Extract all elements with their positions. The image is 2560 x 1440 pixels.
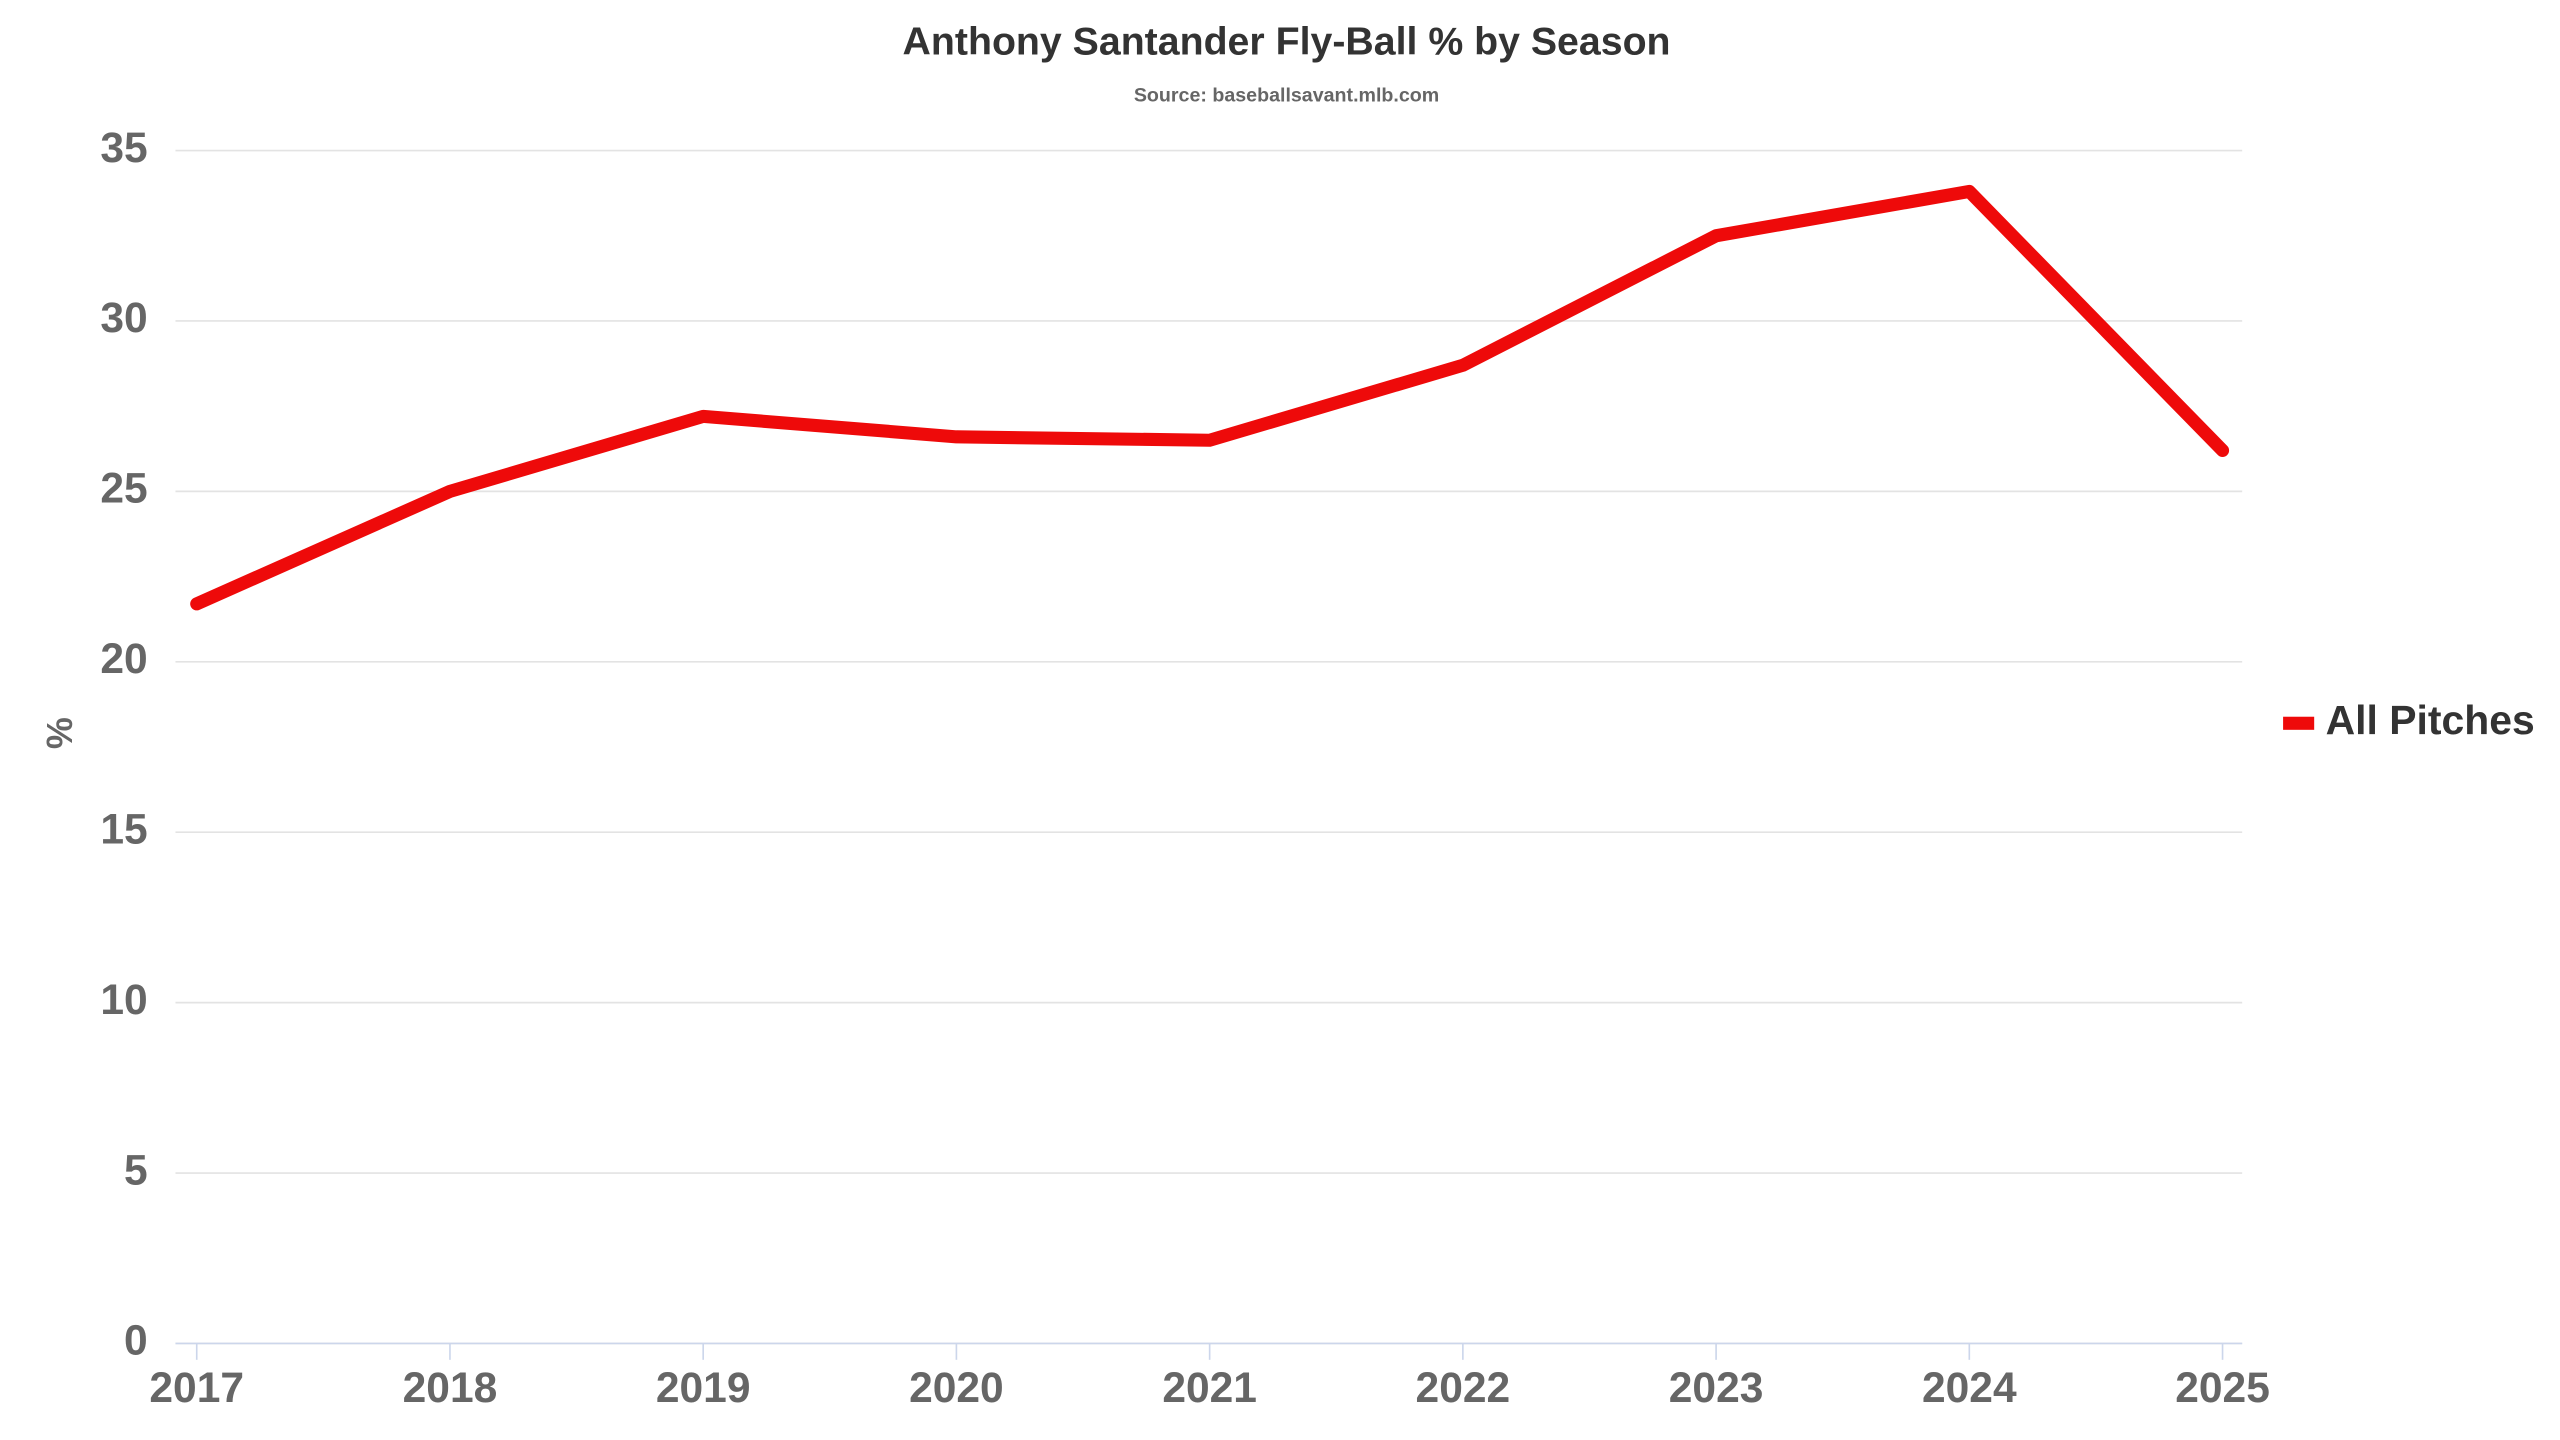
y-tick-label: 10 (100, 976, 147, 1024)
chart-title: Anthony Santander Fly-Ball % by Season (903, 20, 1671, 64)
x-tick-label: 2024 (1922, 1364, 2017, 1412)
x-tick-label: 2020 (909, 1364, 1004, 1412)
background (3, 0, 2557, 1440)
y-tick-label: 5 (124, 1146, 148, 1194)
x-tick-label: 2019 (656, 1364, 751, 1412)
x-tick-label: 2017 (149, 1364, 244, 1412)
y-tick-label: 0 (124, 1317, 148, 1365)
legend-swatch (2283, 716, 2315, 730)
data-line (190, 184, 2230, 611)
y-tick-label: 15 (100, 805, 147, 853)
x-tick-label: 2021 (1162, 1364, 1257, 1412)
y-axis-label: % (39, 717, 80, 749)
x-tick-label: 2023 (1669, 1364, 1764, 1412)
legend-label: All Pitches (2326, 697, 2535, 743)
x-tick-label: 2018 (403, 1364, 498, 1412)
y-tick-label: 25 (100, 465, 147, 513)
y-tick-label: 20 (100, 635, 147, 683)
x-tick-label: 2022 (1416, 1364, 1511, 1412)
x-tick-label: 2025 (2175, 1364, 2270, 1412)
chart-subtitle: Source: baseballsavant.mlb.com (1134, 85, 1439, 107)
y-tick-label: 35 (100, 124, 147, 172)
y-tick-label: 30 (100, 294, 147, 342)
